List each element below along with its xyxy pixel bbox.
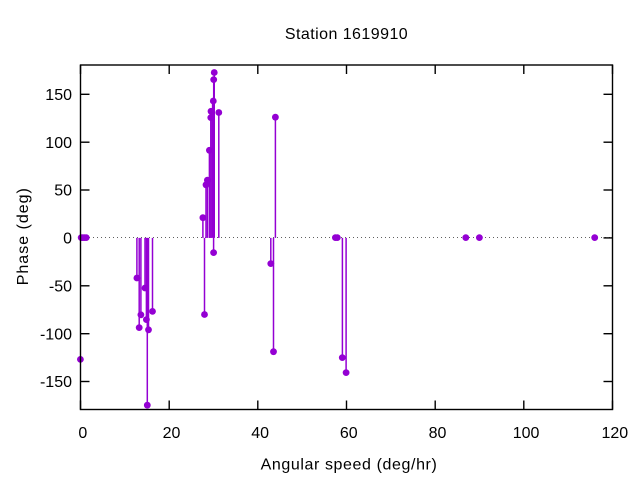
svg-text:100: 100 bbox=[45, 135, 72, 152]
svg-text:20: 20 bbox=[163, 425, 181, 442]
svg-text:Station 1619910: Station 1619910 bbox=[285, 26, 408, 43]
svg-text:100: 100 bbox=[513, 425, 540, 442]
svg-text:0: 0 bbox=[63, 231, 72, 248]
svg-text:50: 50 bbox=[54, 183, 72, 200]
svg-text:Angular speed (deg/hr): Angular speed (deg/hr) bbox=[261, 456, 438, 473]
svg-text:150: 150 bbox=[45, 87, 72, 104]
svg-text:-50: -50 bbox=[49, 278, 72, 295]
svg-text:60: 60 bbox=[340, 425, 358, 442]
svg-text:40: 40 bbox=[251, 425, 269, 442]
svg-text:80: 80 bbox=[429, 425, 447, 442]
svg-text:-100: -100 bbox=[40, 326, 72, 343]
svg-text:Phase (deg): Phase (deg) bbox=[15, 187, 32, 285]
svg-text:-150: -150 bbox=[40, 374, 72, 391]
svg-text:120: 120 bbox=[601, 425, 628, 442]
svg-text:0: 0 bbox=[78, 425, 87, 442]
